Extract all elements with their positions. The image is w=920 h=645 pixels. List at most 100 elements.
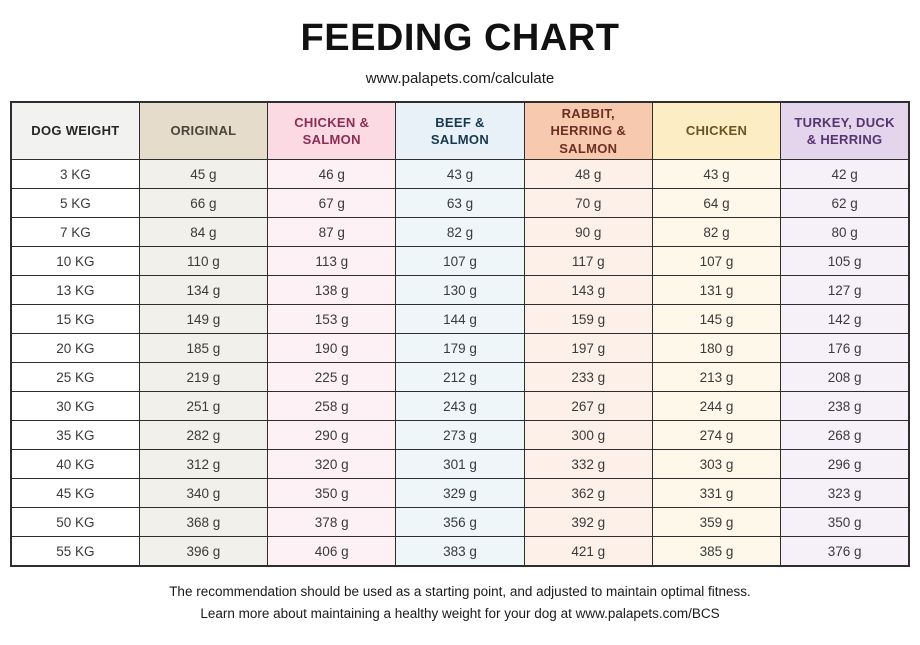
feeding-amount-cell-rabbit-herring-salmon: 197 g: [523, 333, 653, 364]
table-row: 15 KG 149 g 153 g 144 g 159 g 145 g 142 g: [10, 304, 910, 335]
feeding-amount-cell-turkey-duck-herring: 350 g: [780, 507, 910, 538]
feeding-amount-cell-chicken-salmon: 406 g: [267, 536, 397, 567]
feeding-amount-cell-rabbit-herring-salmon: 70 g: [523, 188, 653, 219]
feeding-amount-cell-turkey-duck-herring: 376 g: [780, 536, 910, 567]
feeding-amount-cell-chicken-salmon: 138 g: [267, 275, 397, 306]
table-row: 40 KG 312 g 320 g 301 g 332 g 303 g 296 g: [10, 449, 910, 480]
feeding-amount-cell-turkey-duck-herring: 105 g: [780, 246, 910, 277]
feeding-amount-cell-chicken-salmon: 378 g: [267, 507, 397, 538]
feeding-amount-cell-chicken: 145 g: [651, 304, 782, 335]
table-row: 10 KG 110 g 113 g 107 g 117 g 107 g 105 g: [10, 246, 910, 277]
table-row: 50 KG 368 g 378 g 356 g 392 g 359 g 350 g: [10, 507, 910, 538]
feeding-amount-cell-beef-salmon: 179 g: [395, 333, 525, 364]
feeding-amount-cell-beef-salmon: 383 g: [395, 536, 525, 567]
table-row: 55 KG 396 g 406 g 383 g 421 g 385 g 376 g: [10, 536, 910, 567]
page-subtitle: www.palapets.com/calculate: [365, 69, 555, 87]
table-row: 20 KG 185 g 190 g 179 g 197 g 180 g 176 g: [10, 333, 910, 364]
feeding-amount-cell-chicken: 244 g: [651, 391, 782, 422]
feeding-amount-cell-turkey-duck-herring: 42 g: [780, 159, 910, 190]
feeding-amount-cell-turkey-duck-herring: 268 g: [780, 420, 910, 451]
feeding-amount-cell-chicken: 82 g: [651, 217, 782, 248]
feeding-amount-cell-chicken: 213 g: [651, 362, 782, 393]
feeding-amount-cell-turkey-duck-herring: 176 g: [780, 333, 910, 364]
feeding-amount-cell-turkey-duck-herring: 127 g: [780, 275, 910, 306]
page-title: FEEDING CHART: [300, 17, 620, 59]
feeding-amount-cell-turkey-duck-herring: 62 g: [780, 188, 910, 219]
feeding-amount-cell-chicken: 385 g: [651, 536, 782, 567]
feeding-amount-cell-original: 110 g: [138, 246, 269, 277]
dog-weight-cell: 5 KG: [10, 188, 140, 219]
feeding-amount-cell-turkey-duck-herring: 238 g: [780, 391, 910, 422]
feeding-amount-cell-turkey-duck-herring: 80 g: [780, 217, 910, 248]
table-row: 25 KG 219 g 225 g 212 g 233 g 213 g 208 g: [10, 362, 910, 393]
feeding-amount-cell-beef-salmon: 212 g: [395, 362, 525, 393]
feeding-amount-cell-original: 84 g: [138, 217, 269, 248]
feeding-amount-cell-original: 45 g: [138, 159, 269, 190]
feeding-amount-cell-beef-salmon: 107 g: [395, 246, 525, 277]
feeding-amount-cell-turkey-duck-herring: 208 g: [780, 362, 910, 393]
feeding-amount-cell-chicken: 359 g: [651, 507, 782, 538]
feeding-amount-cell-rabbit-herring-salmon: 267 g: [523, 391, 653, 422]
column-header-chicken: CHICKEN: [651, 101, 782, 161]
table-row: 7 KG 84 g 87 g 82 g 90 g 82 g 80 g: [10, 217, 910, 248]
feeding-amount-cell-chicken: 131 g: [651, 275, 782, 306]
feeding-amount-cell-turkey-duck-herring: 142 g: [780, 304, 910, 335]
feeding-amount-cell-original: 251 g: [138, 391, 269, 422]
feeding-amount-cell-original: 282 g: [138, 420, 269, 451]
column-header-rabbit-herring-salmon: RABBIT, HERRING & SALMON: [523, 101, 653, 161]
feeding-amount-cell-original: 185 g: [138, 333, 269, 364]
feeding-amount-cell-rabbit-herring-salmon: 233 g: [523, 362, 653, 393]
feeding-amount-cell-chicken-salmon: 46 g: [267, 159, 397, 190]
feeding-amount-cell-chicken: 303 g: [651, 449, 782, 480]
feeding-amount-cell-chicken: 64 g: [651, 188, 782, 219]
feeding-amount-cell-original: 134 g: [138, 275, 269, 306]
feeding-amount-cell-chicken: 43 g: [651, 159, 782, 190]
dog-weight-cell: 55 KG: [10, 536, 140, 567]
feeding-amount-cell-rabbit-herring-salmon: 362 g: [523, 478, 653, 509]
dog-weight-cell: 25 KG: [10, 362, 140, 393]
feeding-amount-cell-beef-salmon: 243 g: [395, 391, 525, 422]
feeding-amount-cell-rabbit-herring-salmon: 300 g: [523, 420, 653, 451]
feeding-amount-cell-original: 219 g: [138, 362, 269, 393]
table-row: 30 KG 251 g 258 g 243 g 267 g 244 g 238 g: [10, 391, 910, 422]
feeding-amount-cell-rabbit-herring-salmon: 421 g: [523, 536, 653, 567]
table-row: 13 KG 134 g 138 g 130 g 143 g 131 g 127 g: [10, 275, 910, 306]
table-row: 3 KG 45 g 46 g 43 g 48 g 43 g 42 g: [10, 159, 910, 190]
dog-weight-cell: 7 KG: [10, 217, 140, 248]
feeding-amount-cell-chicken-salmon: 320 g: [267, 449, 397, 480]
feeding-amount-cell-rabbit-herring-salmon: 117 g: [523, 246, 653, 277]
dog-weight-cell: 3 KG: [10, 159, 140, 190]
feeding-amount-cell-chicken-salmon: 153 g: [267, 304, 397, 335]
dog-weight-cell: 10 KG: [10, 246, 140, 277]
feeding-amount-cell-beef-salmon: 43 g: [395, 159, 525, 190]
feeding-amount-cell-chicken-salmon: 258 g: [267, 391, 397, 422]
table-row: 35 KG 282 g 290 g 273 g 300 g 274 g 268 g: [10, 420, 910, 451]
column-header-dog-weight: DOG WEIGHT: [10, 101, 140, 161]
feeding-amount-cell-chicken-salmon: 67 g: [267, 188, 397, 219]
feeding-amount-cell-beef-salmon: 301 g: [395, 449, 525, 480]
feeding-amount-cell-original: 396 g: [138, 536, 269, 567]
column-header-beef-salmon: BEEF & SALMON: [395, 101, 525, 161]
feeding-amount-cell-chicken-salmon: 87 g: [267, 217, 397, 248]
feeding-amount-cell-turkey-duck-herring: 323 g: [780, 478, 910, 509]
feeding-amount-cell-original: 312 g: [138, 449, 269, 480]
feeding-amount-cell-chicken: 274 g: [651, 420, 782, 451]
feeding-amount-cell-chicken-salmon: 113 g: [267, 246, 397, 277]
feeding-amount-cell-beef-salmon: 273 g: [395, 420, 525, 451]
feeding-amount-cell-beef-salmon: 144 g: [395, 304, 525, 335]
feeding-amount-cell-chicken: 107 g: [651, 246, 782, 277]
feeding-amount-cell-rabbit-herring-salmon: 48 g: [523, 159, 653, 190]
footer: The recommendation should be used as a s…: [0, 581, 920, 625]
dog-weight-cell: 20 KG: [10, 333, 140, 364]
feeding-amount-cell-beef-salmon: 130 g: [395, 275, 525, 306]
column-header-chicken-salmon: CHICKEN & SALMON: [267, 101, 397, 161]
dog-weight-cell: 15 KG: [10, 304, 140, 335]
feeding-amount-cell-rabbit-herring-salmon: 392 g: [523, 507, 653, 538]
feeding-amount-cell-chicken: 180 g: [651, 333, 782, 364]
feeding-amount-cell-chicken-salmon: 190 g: [267, 333, 397, 364]
feeding-amount-cell-original: 66 g: [138, 188, 269, 219]
dog-weight-cell: 40 KG: [10, 449, 140, 480]
feeding-amount-cell-beef-salmon: 82 g: [395, 217, 525, 248]
feeding-amount-cell-beef-salmon: 63 g: [395, 188, 525, 219]
